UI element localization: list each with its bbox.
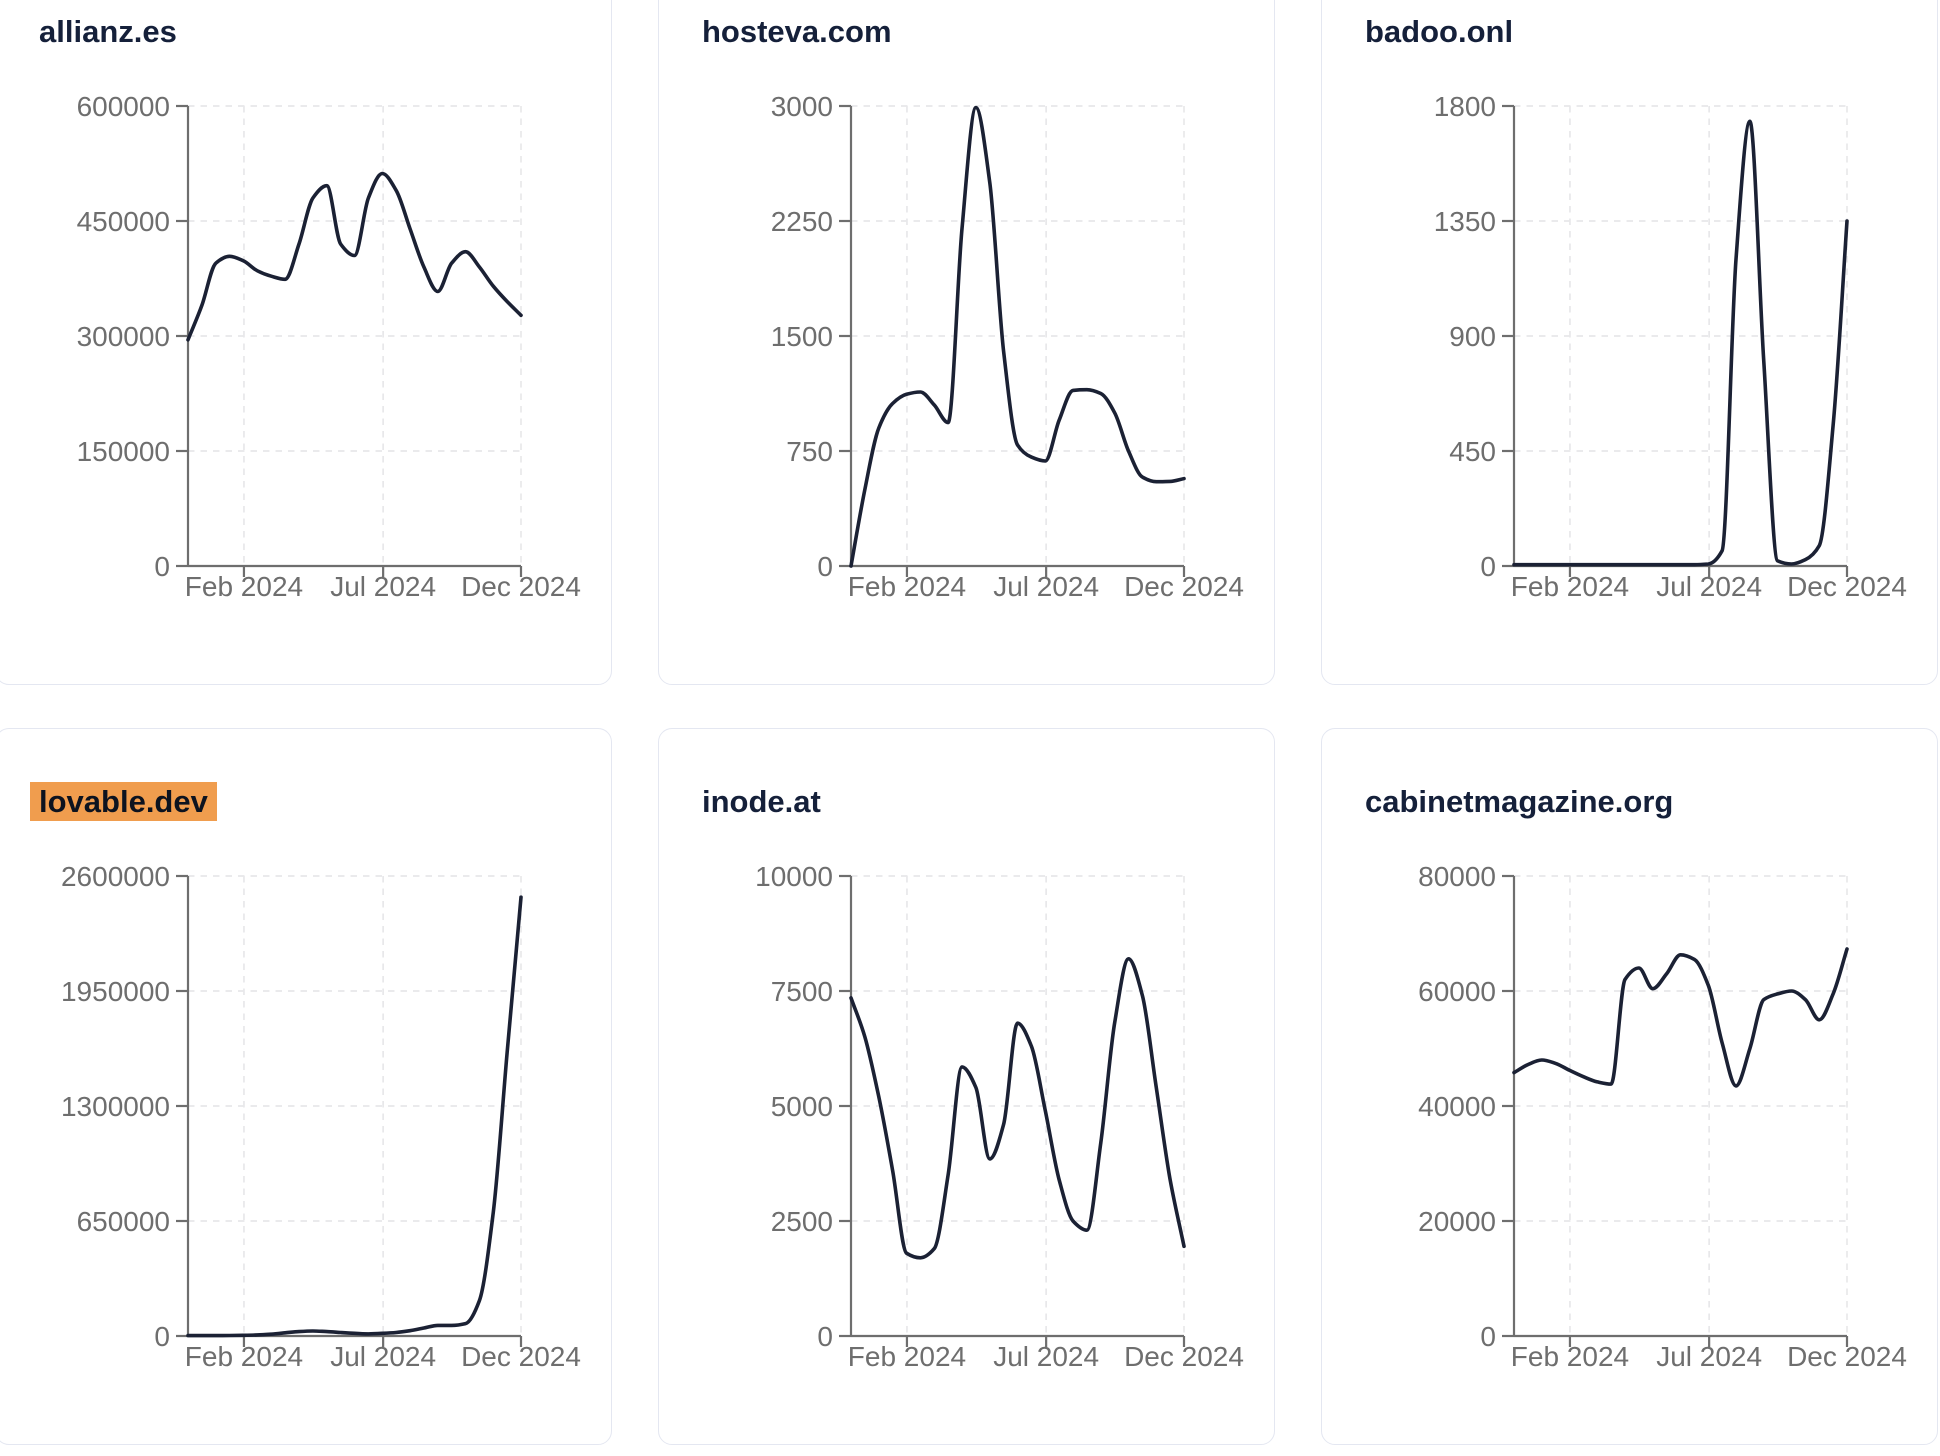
line-chart: 0 750 1500 2250 3000 Feb 2024 Jul 2024 Dec 2024 — [771, 91, 1244, 602]
x-tick-label: Dec 2024 — [1124, 571, 1244, 602]
y-tick-label: 1500 — [771, 321, 833, 352]
x-tick-label: Jul 2024 — [993, 571, 1099, 602]
series-line — [186, 171, 523, 342]
domain-title[interactable]: lovable.dev — [30, 782, 217, 821]
card-title: badoo.onl — [1365, 14, 1513, 50]
y-tick-label: 2600000 — [61, 861, 170, 892]
domain-card[interactable]: cabinetmagazine.org 0 20000 40000 60000 8000… — [1321, 728, 1938, 1445]
line-chart: 0 150000 300000 450000 600000 Feb 2024 Jul 202… — [77, 91, 581, 602]
x-tick-label: Dec 2024 — [461, 571, 581, 602]
card-title: inode.at — [702, 784, 821, 820]
y-tick-label: 1350 — [1434, 206, 1496, 237]
line-chart: 0 650000 1300000 1950000 2600000 Feb 2024 Jul … — [61, 861, 581, 1372]
x-tick-label: Feb 2024 — [185, 571, 303, 602]
y-tick-label: 5000 — [771, 1091, 833, 1122]
domain-card[interactable]: badoo.onl 0 450 900 1350 1800 Feb 2024 Jul 202… — [1321, 0, 1938, 685]
x-tick-label: Jul 2024 — [1656, 1341, 1762, 1372]
y-tick-label: 20000 — [1418, 1206, 1496, 1237]
y-tick-label: 3000 — [771, 91, 833, 122]
domain-title[interactable]: cabinetmagazine.org — [1365, 784, 1674, 819]
x-tick-label: Feb 2024 — [1511, 1341, 1629, 1372]
x-tick-label: Jul 2024 — [330, 571, 436, 602]
y-tick-label: 300000 — [77, 321, 170, 352]
series-line — [186, 895, 523, 1338]
y-tick-label: 450000 — [77, 206, 170, 237]
y-tick-label: 40000 — [1418, 1091, 1496, 1122]
card-title: lovable.dev — [30, 782, 217, 821]
x-tick-label: Jul 2024 — [330, 1341, 436, 1372]
y-tick-label: 0 — [154, 551, 170, 582]
series-line — [1512, 119, 1849, 567]
domain-title[interactable]: inode.at — [702, 784, 821, 819]
y-tick-label: 80000 — [1418, 861, 1496, 892]
x-tick-label: Feb 2024 — [848, 571, 966, 602]
y-tick-label: 1300000 — [61, 1091, 170, 1122]
card-title: hosteva.com — [702, 14, 892, 50]
y-tick-label: 600000 — [77, 91, 170, 122]
line-chart: 0 450 900 1350 1800 Feb 2024 Jul 2024 Dec 2024 — [1434, 91, 1907, 602]
series-line — [849, 105, 1186, 568]
x-tick-label: Dec 2024 — [1787, 1341, 1907, 1372]
y-tick-label: 0 — [817, 1321, 833, 1352]
y-tick-label: 450 — [1449, 436, 1496, 467]
line-chart: 0 20000 40000 60000 80000 Feb 2024 Jul 2024 Dec… — [1418, 861, 1907, 1372]
domain-title[interactable]: badoo.onl — [1365, 14, 1514, 49]
x-tick-label: Jul 2024 — [1656, 571, 1762, 602]
y-tick-label: 0 — [817, 551, 833, 582]
card-title: cabinetmagazine.org — [1365, 784, 1673, 820]
x-tick-label: Dec 2024 — [1124, 1341, 1244, 1372]
x-tick-label: Feb 2024 — [848, 1341, 966, 1372]
y-tick-label: 0 — [154, 1321, 170, 1352]
x-tick-label: Dec 2024 — [1787, 571, 1907, 602]
domain-title[interactable]: hosteva.com — [702, 14, 892, 49]
x-tick-label: Feb 2024 — [185, 1341, 303, 1372]
x-tick-label: Feb 2024 — [1511, 571, 1629, 602]
series-line — [1512, 947, 1849, 1088]
y-tick-label: 1800 — [1434, 91, 1496, 122]
domain-card[interactable]: lovable.dev 0 650000 1300000 1950000 2600000… — [0, 728, 612, 1445]
y-tick-label: 0 — [1480, 1321, 1496, 1352]
domain-card[interactable]: hosteva.com 0 750 1500 2250 3000 Feb 2024 Jul … — [658, 0, 1275, 685]
domain-card[interactable]: allianz.es 0 150000 300000 450000 600000 Feb … — [0, 0, 612, 685]
y-tick-label: 10000 — [755, 861, 833, 892]
y-tick-label: 0 — [1480, 551, 1496, 582]
domain-title[interactable]: allianz.es — [39, 14, 177, 49]
x-tick-label: Dec 2024 — [461, 1341, 581, 1372]
y-tick-label: 650000 — [77, 1206, 170, 1237]
x-tick-label: Jul 2024 — [993, 1341, 1099, 1372]
card-title: allianz.es — [39, 14, 177, 50]
y-tick-label: 900 — [1449, 321, 1496, 352]
line-chart: 0 2500 5000 7500 10000 Feb 2024 Jul 2024 Dec 20… — [755, 861, 1244, 1372]
y-tick-label: 2250 — [771, 206, 833, 237]
domain-card[interactable]: inode.at 0 2500 5000 7500 10000 Feb 2024 Jul 2… — [658, 728, 1275, 1445]
y-tick-label: 60000 — [1418, 976, 1496, 1007]
y-tick-label: 750 — [786, 436, 833, 467]
series-line — [849, 957, 1186, 1260]
y-tick-label: 150000 — [77, 436, 170, 467]
y-tick-label: 1950000 — [61, 976, 170, 1007]
y-tick-label: 7500 — [771, 976, 833, 1007]
y-tick-label: 2500 — [771, 1206, 833, 1237]
